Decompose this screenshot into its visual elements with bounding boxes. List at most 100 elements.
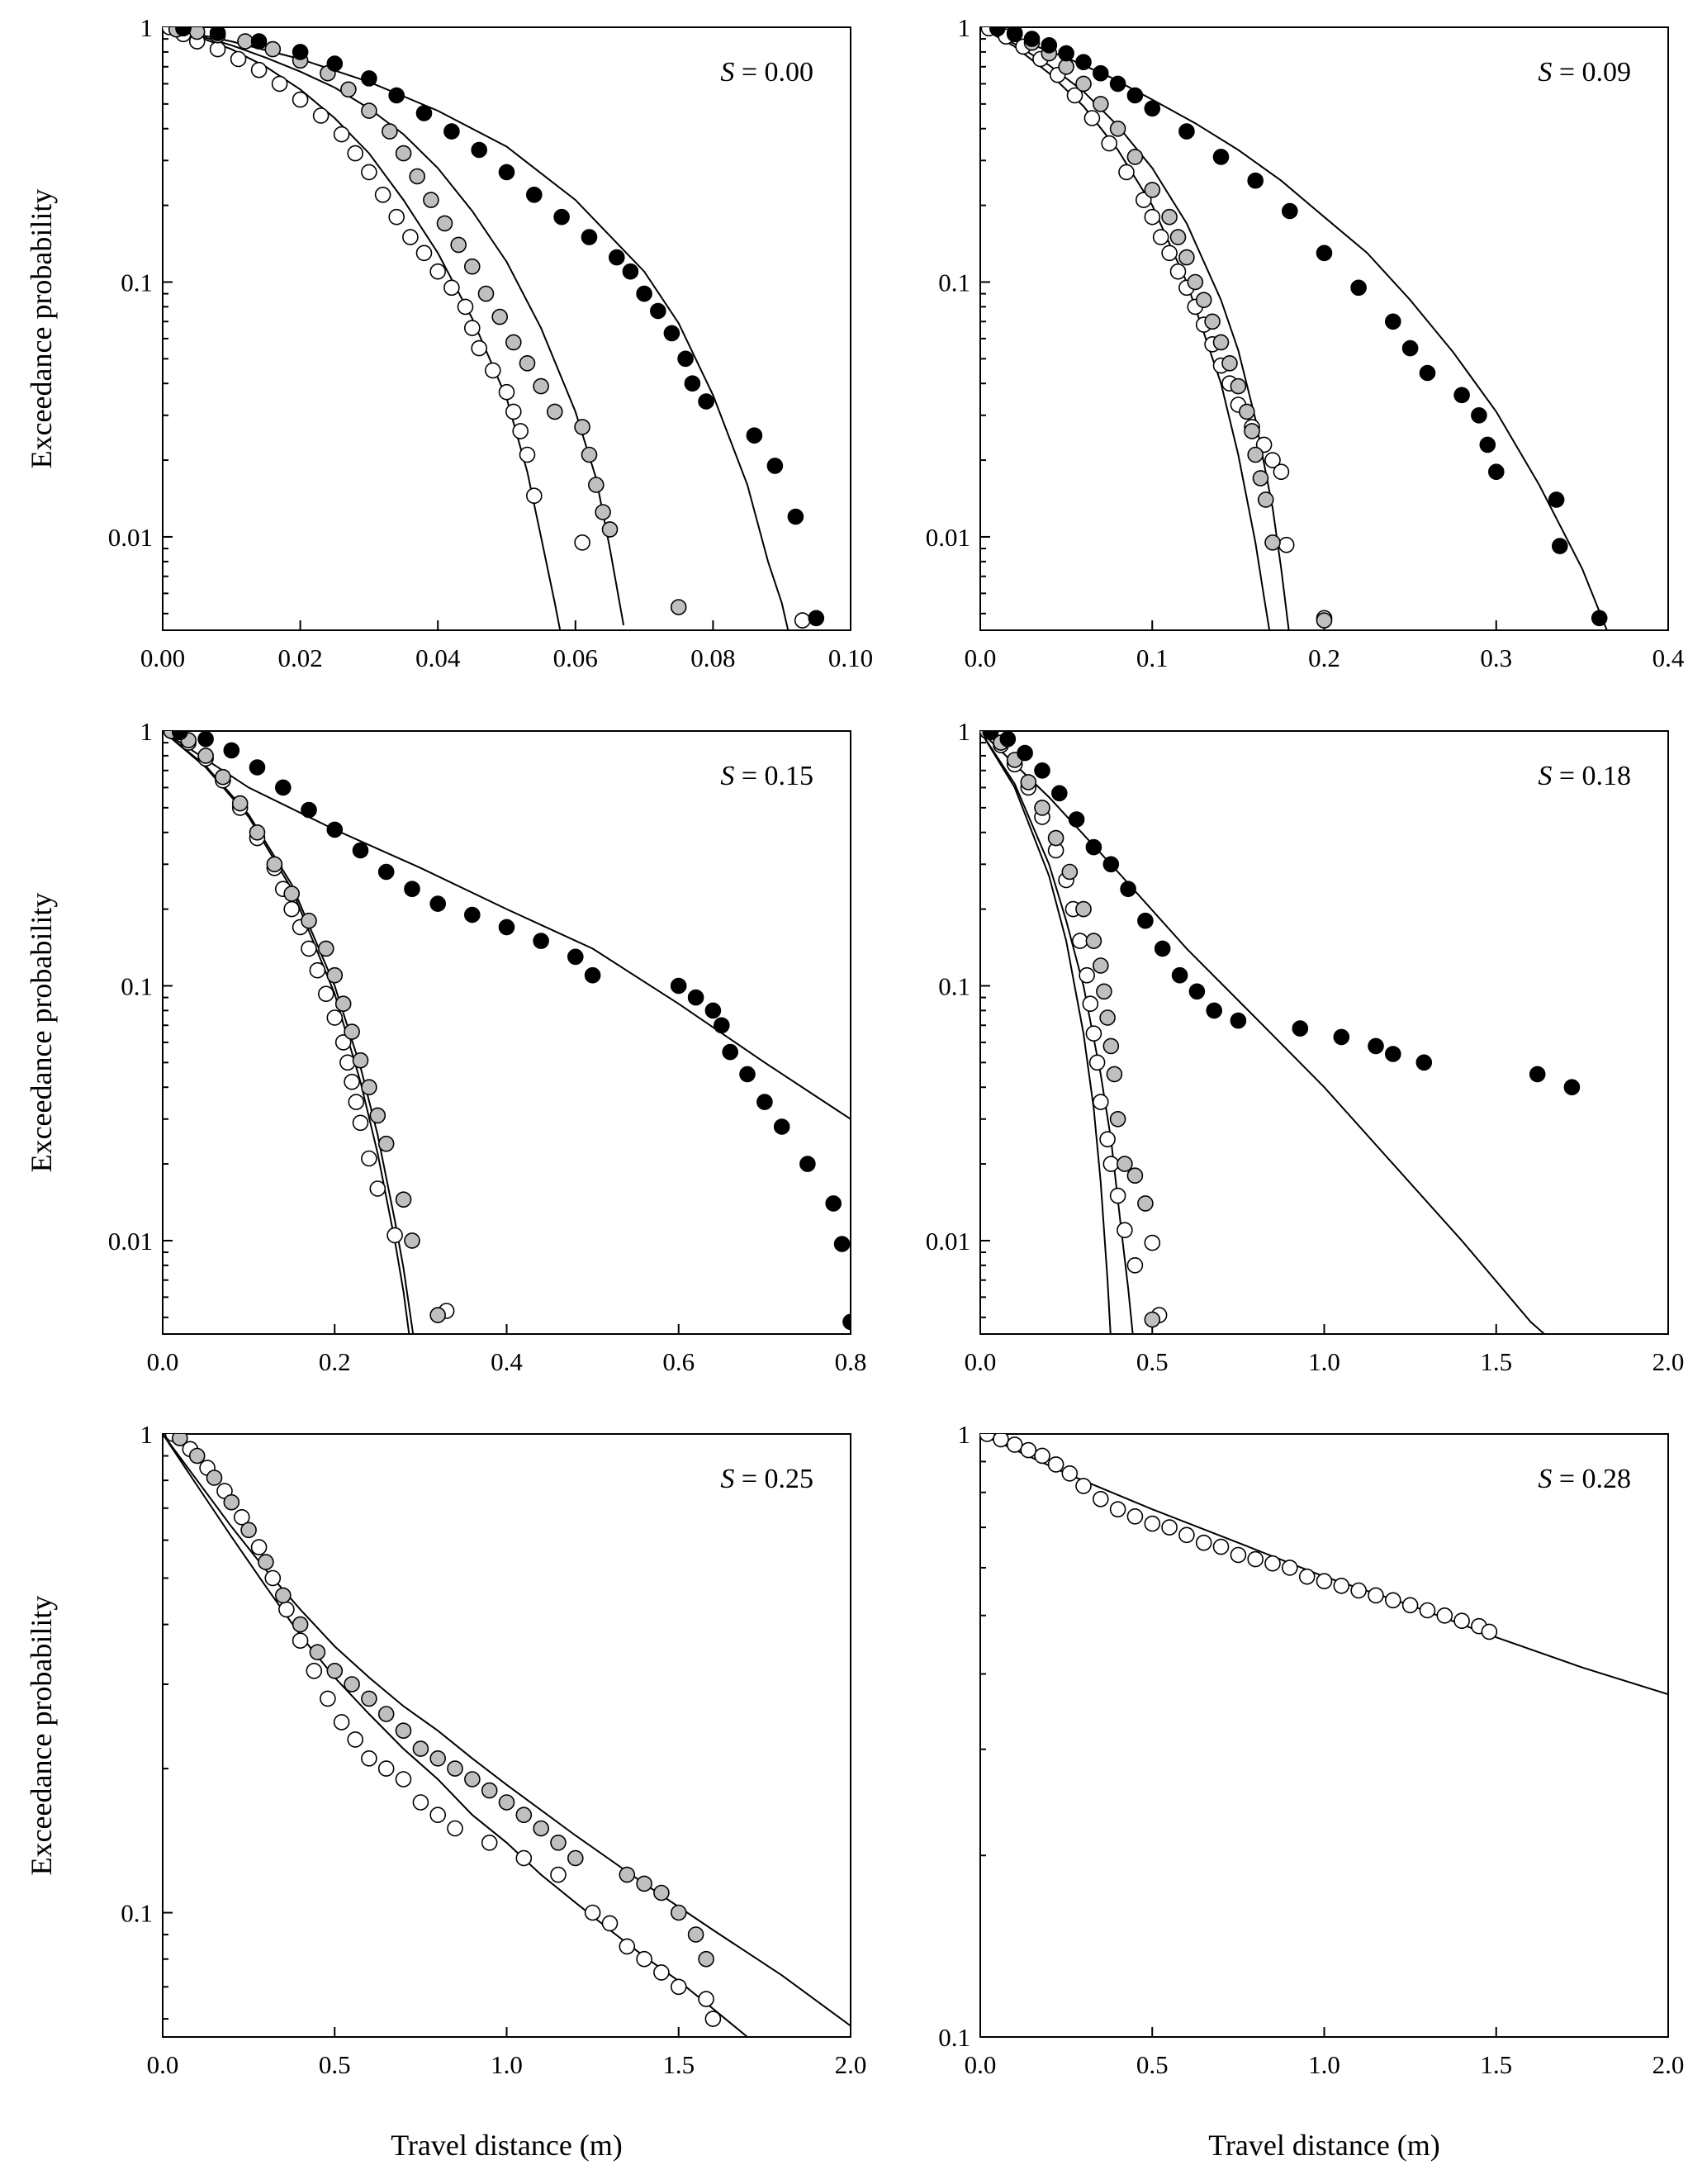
data-point-grey bbox=[546, 403, 563, 420]
plot-content bbox=[980, 27, 1608, 630]
x-tick-label: 2.0 bbox=[1652, 2050, 1685, 2079]
data-point-open bbox=[1082, 995, 1099, 1012]
x-tick-label: 0.08 bbox=[690, 643, 735, 672]
data-point-grey bbox=[1109, 1111, 1126, 1128]
data-point-grey bbox=[1252, 470, 1269, 487]
data-point-grey bbox=[404, 1232, 420, 1249]
data-point-grey bbox=[301, 912, 317, 929]
data-point-black bbox=[739, 1066, 756, 1083]
data-point-black bbox=[581, 229, 598, 245]
data-point-black bbox=[1093, 64, 1109, 82]
data-point-open bbox=[1195, 1534, 1212, 1551]
data-point-open bbox=[794, 612, 811, 629]
data-point-grey bbox=[317, 940, 334, 957]
data-point-grey bbox=[1137, 1195, 1154, 1212]
data-point-open bbox=[1099, 1131, 1116, 1147]
data-point-black bbox=[1109, 75, 1126, 93]
panel-bottom-right: 0.0 0.5 1.0 1.5 2.0 1 0.1 S = 0.28 Travel distan… bbox=[938, 1420, 1684, 2162]
panel-bottom-left: 0.0 0.5 1.0 1.5 2.0 1 0.1 S = 0.25 Exceedance pr… bbox=[25, 1420, 866, 2162]
data-point-open bbox=[1247, 1550, 1264, 1568]
data-point-black bbox=[1368, 1037, 1384, 1055]
data-point-grey bbox=[595, 504, 611, 520]
data-point-open bbox=[347, 1731, 364, 1748]
data-point-grey bbox=[377, 1135, 395, 1152]
data-point-open bbox=[1006, 1436, 1023, 1453]
data-point-open bbox=[463, 320, 481, 336]
data-point-grey bbox=[1106, 1066, 1123, 1083]
data-point-black bbox=[756, 1094, 773, 1110]
x-tick-label: 0.0 bbox=[147, 2050, 179, 2079]
data-point-open bbox=[1093, 1491, 1109, 1507]
x-tick-label: 0.5 bbox=[1136, 2050, 1169, 2079]
data-point-black bbox=[388, 87, 405, 104]
data-point-open bbox=[326, 1009, 344, 1026]
data-point-open bbox=[1088, 1054, 1106, 1071]
s-number: = 0.15 bbox=[734, 761, 813, 791]
data-point-grey bbox=[1144, 1311, 1161, 1328]
data-point-open bbox=[309, 961, 326, 979]
data-point-grey bbox=[326, 966, 344, 984]
data-point-open bbox=[361, 1750, 377, 1767]
data-point-black bbox=[301, 801, 317, 819]
y-tick-label: 0.1 bbox=[938, 971, 970, 1000]
data-point-grey bbox=[292, 1616, 309, 1633]
data-point-open bbox=[388, 208, 405, 226]
y-tick-label: 0.01 bbox=[926, 523, 970, 552]
x-tick-label: 0.4 bbox=[1652, 643, 1685, 672]
data-point-black bbox=[670, 977, 687, 995]
data-point-open bbox=[1169, 263, 1187, 280]
data-point-grey bbox=[264, 40, 282, 58]
data-point-grey bbox=[1102, 1037, 1120, 1055]
s-symbol: S bbox=[1538, 57, 1552, 88]
data-point-open bbox=[317, 985, 334, 1002]
data-point-grey bbox=[1247, 446, 1264, 463]
data-point-open bbox=[1109, 1501, 1126, 1517]
x-tick-label: 0.2 bbox=[1308, 643, 1340, 672]
data-point-black bbox=[1058, 45, 1074, 62]
data-point-open bbox=[271, 75, 288, 93]
data-point-grey bbox=[1264, 534, 1281, 551]
y-tick-label: 1 bbox=[140, 13, 154, 42]
data-point-grey bbox=[206, 1469, 223, 1486]
data-point-open bbox=[333, 126, 350, 143]
data-point-grey bbox=[369, 1107, 386, 1124]
data-point-open bbox=[278, 1601, 295, 1618]
y-tick-label: 0.01 bbox=[926, 1227, 970, 1256]
data-point-black bbox=[326, 55, 344, 72]
data-point-grey bbox=[266, 856, 283, 873]
x-tick-label: 0.04 bbox=[415, 643, 461, 672]
data-point-open bbox=[1419, 1602, 1436, 1619]
data-point-black bbox=[808, 610, 825, 627]
data-point-open bbox=[1264, 452, 1281, 468]
y-tick-label: 1 bbox=[958, 1420, 971, 1449]
data-point-open bbox=[515, 1849, 533, 1867]
data-point-grey bbox=[1075, 900, 1092, 918]
data-point-grey bbox=[636, 1875, 652, 1892]
data-point-grey bbox=[1126, 149, 1144, 165]
data-point-grey bbox=[533, 377, 549, 395]
data-point-black bbox=[1529, 1066, 1546, 1083]
data-point-open bbox=[333, 1714, 350, 1731]
data-point-grey bbox=[1061, 863, 1079, 881]
data-point-grey bbox=[491, 308, 509, 325]
x-axis-label: Travel distance (m) bbox=[391, 2129, 623, 2162]
data-point-open bbox=[292, 1632, 309, 1649]
data-point-grey bbox=[283, 885, 301, 902]
data-point-black bbox=[498, 919, 515, 936]
x-tick-label: 0.1 bbox=[1136, 643, 1169, 672]
data-point-black bbox=[1316, 245, 1333, 262]
x-tick-label: 1.0 bbox=[1308, 2050, 1340, 2079]
data-point-grey bbox=[574, 419, 590, 435]
plot-content bbox=[980, 1434, 1668, 1696]
data-point-open bbox=[1093, 1094, 1109, 1110]
plot-content bbox=[163, 1434, 851, 2037]
data-point-grey bbox=[223, 1493, 240, 1511]
data-point-black bbox=[250, 33, 268, 50]
data-point-open bbox=[484, 362, 501, 379]
data-point-open bbox=[264, 1569, 282, 1587]
data-point-grey bbox=[1020, 774, 1037, 791]
data-point-grey bbox=[309, 1644, 326, 1660]
data-point-open bbox=[1152, 229, 1169, 245]
s-number: = 0.00 bbox=[734, 57, 813, 88]
